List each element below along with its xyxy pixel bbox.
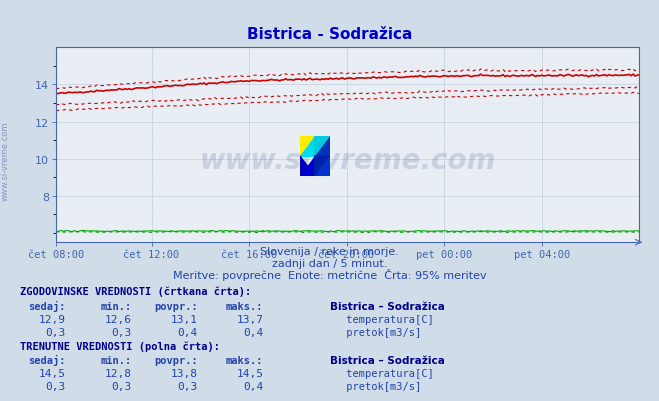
Polygon shape bbox=[315, 136, 330, 156]
Polygon shape bbox=[315, 156, 330, 176]
Text: sedaj:: sedaj: bbox=[28, 354, 66, 365]
Polygon shape bbox=[315, 136, 330, 156]
Text: maks.:: maks.: bbox=[226, 355, 264, 365]
Text: 0,3: 0,3 bbox=[177, 381, 198, 391]
Text: www.si-vreme.com: www.si-vreme.com bbox=[200, 147, 496, 175]
Text: 12,9: 12,9 bbox=[39, 314, 66, 324]
Text: 0,4: 0,4 bbox=[177, 327, 198, 337]
Text: ZGODOVINSKE VREDNOSTI (črtkana črta):: ZGODOVINSKE VREDNOSTI (črtkana črta): bbox=[20, 286, 251, 297]
Text: zadnji dan / 5 minut.: zadnji dan / 5 minut. bbox=[272, 259, 387, 269]
Text: pretok[m3/s]: pretok[m3/s] bbox=[340, 381, 421, 391]
Text: Bistrica – Sodražica: Bistrica – Sodražica bbox=[330, 355, 444, 365]
Text: pretok[m3/s]: pretok[m3/s] bbox=[340, 327, 421, 337]
Polygon shape bbox=[300, 156, 315, 176]
Text: maks.:: maks.: bbox=[226, 301, 264, 311]
Text: Meritve: povprečne  Enote: metrične  Črta: 95% meritev: Meritve: povprečne Enote: metrične Črta:… bbox=[173, 269, 486, 281]
Text: povpr.:: povpr.: bbox=[154, 355, 198, 365]
Text: 13,7: 13,7 bbox=[237, 314, 264, 324]
Text: 0,3: 0,3 bbox=[111, 327, 132, 337]
Text: povpr.:: povpr.: bbox=[154, 301, 198, 311]
Text: 13,8: 13,8 bbox=[171, 368, 198, 378]
Text: Bistrica – Sodražica: Bistrica – Sodražica bbox=[330, 301, 444, 311]
Text: 14,5: 14,5 bbox=[237, 368, 264, 378]
Text: min.:: min.: bbox=[101, 301, 132, 311]
Text: 14,5: 14,5 bbox=[39, 368, 66, 378]
Text: www.si-vreme.com: www.si-vreme.com bbox=[1, 121, 10, 200]
Text: sedaj:: sedaj: bbox=[28, 300, 66, 311]
Polygon shape bbox=[315, 156, 330, 176]
Text: 13,1: 13,1 bbox=[171, 314, 198, 324]
Text: Bistrica - Sodražica: Bistrica - Sodražica bbox=[247, 26, 412, 42]
Text: 0,3: 0,3 bbox=[45, 381, 66, 391]
Polygon shape bbox=[300, 136, 315, 156]
Text: 0,3: 0,3 bbox=[45, 327, 66, 337]
Text: TRENUTNE VREDNOSTI (polna črta):: TRENUTNE VREDNOSTI (polna črta): bbox=[20, 340, 219, 351]
Text: temperatura[C]: temperatura[C] bbox=[340, 368, 434, 378]
Text: temperatura[C]: temperatura[C] bbox=[340, 314, 434, 324]
Text: 0,3: 0,3 bbox=[111, 381, 132, 391]
Text: 12,8: 12,8 bbox=[105, 368, 132, 378]
Text: 12,6: 12,6 bbox=[105, 314, 132, 324]
Text: min.:: min.: bbox=[101, 355, 132, 365]
Text: Slovenija / reke in morje.: Slovenija / reke in morje. bbox=[260, 247, 399, 257]
Polygon shape bbox=[300, 136, 315, 156]
Text: 0,4: 0,4 bbox=[243, 327, 264, 337]
Polygon shape bbox=[300, 156, 315, 176]
Text: 0,4: 0,4 bbox=[243, 381, 264, 391]
